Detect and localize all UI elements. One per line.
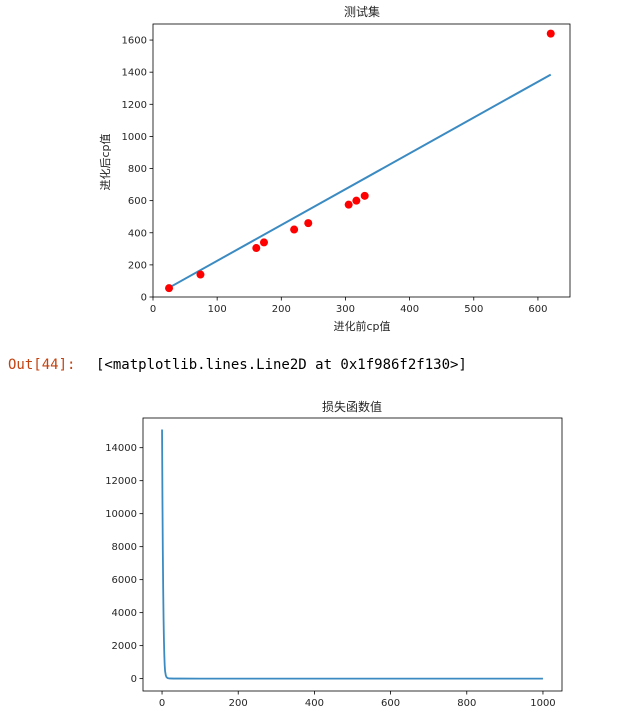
chart1-ytick-label: 400	[128, 228, 147, 239]
chart1-xtick-label: 0	[150, 304, 156, 315]
data-point	[344, 200, 353, 209]
chart2-xtick-label: 200	[229, 698, 248, 709]
chart1-xtick-label: 200	[272, 304, 291, 315]
chart1-xtick-label: 400	[400, 304, 419, 315]
output-prompt: Out[44]:	[8, 357, 76, 373]
data-point	[352, 196, 361, 205]
chart1-ylabel: 进化后cp值	[98, 133, 112, 190]
chart1-title: 测试集	[344, 4, 380, 19]
chart1-xtick-label: 600	[528, 304, 547, 315]
chart1-plot-frame	[152, 23, 571, 298]
chart1-xtick-label: 300	[336, 304, 355, 315]
chart2-xtick-label: 800	[457, 698, 476, 709]
loss-line	[161, 429, 543, 680]
chart2-xtick-label: 400	[305, 698, 324, 709]
chart2-xtick-label: 1000	[530, 698, 555, 709]
fit-line	[168, 73, 552, 289]
chart1-ytick-label: 1400	[122, 68, 147, 79]
data-point	[196, 270, 205, 279]
data-point	[290, 225, 299, 234]
chart2-ytick-label: 8000	[112, 542, 137, 553]
scatter-chart: 测试集 进化前cp值 进化后cp值 0 100 200 300 400 500 600 0 20…	[98, 4, 571, 333]
chart2-ytick-label: 4000	[112, 608, 137, 619]
data-point	[304, 219, 313, 228]
chart2-plot-frame	[142, 417, 563, 692]
data-point	[546, 29, 555, 38]
chart1-xtick-label: 100	[208, 304, 227, 315]
chart1-ytick-label: 1600	[122, 36, 147, 47]
chart1-ytick-label: 1000	[122, 132, 147, 143]
chart2-ytick-label: 14000	[105, 443, 137, 454]
data-point	[165, 284, 174, 293]
output-text: [<matplotlib.lines.Line2D at 0x1f986f2f1…	[96, 357, 467, 373]
chart2-ytick-label: 6000	[112, 575, 137, 586]
data-point	[360, 191, 369, 200]
chart2-title: 损失函数值	[322, 399, 382, 414]
chart1-xtick-label: 500	[464, 304, 483, 315]
chart1-ytick-label: 800	[128, 164, 147, 175]
chart1-ytick-label: 1200	[122, 100, 147, 111]
data-point	[259, 238, 268, 247]
data-point	[252, 244, 261, 253]
chart2-ytick-label: 10000	[105, 509, 137, 520]
chart1-ytick-label: 0	[141, 293, 147, 304]
chart2-ytick-label: 12000	[105, 476, 137, 487]
chart2-xtick-label: 0	[159, 698, 165, 709]
chart1-ytick-label: 600	[128, 196, 147, 207]
chart2-xtick-label: 600	[381, 698, 400, 709]
chart2-ytick-label: 0	[131, 674, 137, 685]
chart2-ytick-label: 2000	[112, 641, 137, 652]
chart1-xlabel: 进化前cp值	[333, 319, 390, 333]
chart1-ytick-label: 200	[128, 260, 147, 271]
